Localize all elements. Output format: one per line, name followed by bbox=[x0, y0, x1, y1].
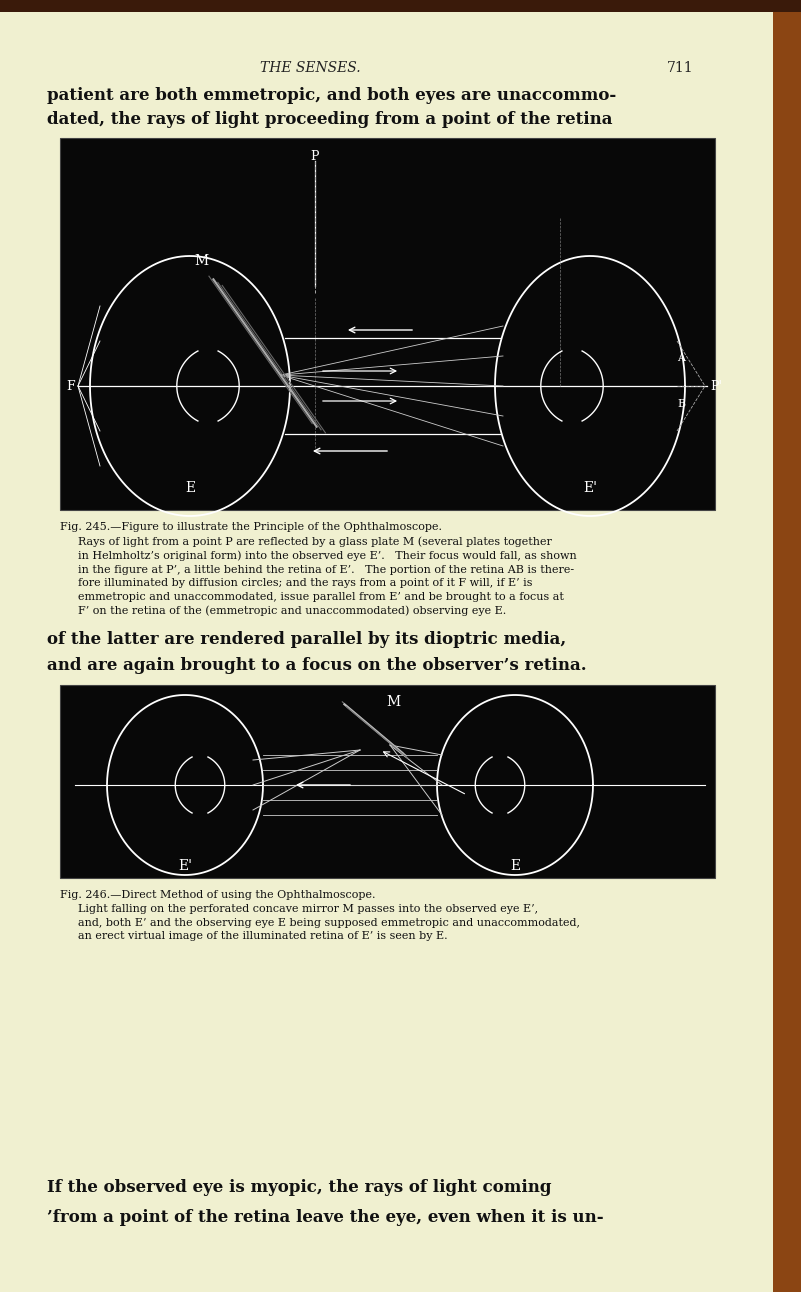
Bar bbox=[60, 685, 715, 879]
Text: Fig. 245.—Figure to illustrate the Principle of the Ophthalmoscope.: Fig. 245.—Figure to illustrate the Princ… bbox=[60, 522, 442, 532]
Text: Rays of light from a point P are reflected by a glass plate M (several plates to: Rays of light from a point P are reflect… bbox=[78, 536, 577, 616]
Text: P': P' bbox=[710, 380, 722, 393]
Text: If the observed eye is myopic, the rays of light coming: If the observed eye is myopic, the rays … bbox=[47, 1180, 552, 1196]
Text: F: F bbox=[66, 380, 75, 393]
Text: ’from a point of the retina leave the eye, even when it is un-: ’from a point of the retina leave the ey… bbox=[47, 1209, 604, 1226]
Text: P: P bbox=[311, 150, 320, 163]
Text: dated, the rays of light proceeding from a point of the retina: dated, the rays of light proceeding from… bbox=[47, 111, 613, 128]
Text: of the latter are rendered parallel by its dioptric media,: of the latter are rendered parallel by i… bbox=[47, 632, 566, 649]
Text: M: M bbox=[195, 255, 208, 269]
Text: and are again brought to a focus on the observer’s retina.: and are again brought to a focus on the … bbox=[47, 656, 586, 673]
Text: B: B bbox=[677, 399, 685, 410]
Bar bbox=[773, 0, 801, 1292]
Bar bbox=[60, 138, 715, 510]
Text: E: E bbox=[185, 481, 195, 495]
Text: E': E' bbox=[583, 481, 597, 495]
Text: A: A bbox=[677, 353, 685, 363]
Text: Light falling on the perforated concave mirror M passes into the observed eye E’: Light falling on the perforated concave … bbox=[78, 904, 580, 941]
Text: patient are both emmetropic, and both eyes are unaccommo-: patient are both emmetropic, and both ey… bbox=[47, 87, 616, 103]
Text: Fig. 246.—Direct Method of using the Ophthalmoscope.: Fig. 246.—Direct Method of using the Oph… bbox=[60, 890, 376, 901]
Text: E: E bbox=[510, 859, 520, 873]
Text: THE SENSES.: THE SENSES. bbox=[260, 61, 360, 75]
Text: E': E' bbox=[178, 859, 192, 873]
Bar bbox=[0, 0, 801, 12]
Text: M: M bbox=[386, 695, 400, 709]
Text: 711: 711 bbox=[666, 61, 694, 75]
